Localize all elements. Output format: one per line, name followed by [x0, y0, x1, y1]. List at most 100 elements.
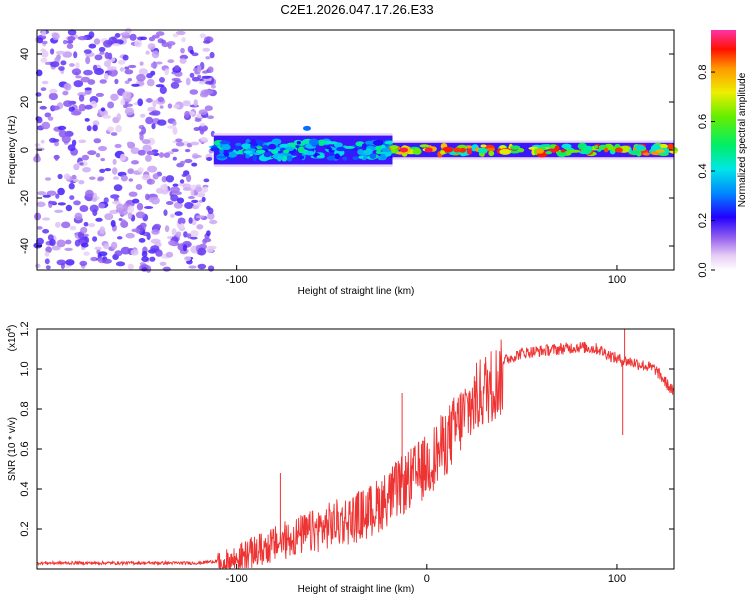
- noise-cell: [98, 203, 106, 209]
- noise-cell: [147, 43, 156, 50]
- noise-cell: [160, 184, 168, 191]
- noise-cell: [74, 212, 83, 221]
- noise-cell: [132, 198, 140, 204]
- noise-cell: [36, 116, 43, 124]
- colorbar-scale: [711, 30, 736, 270]
- band-cell: [568, 149, 581, 153]
- noise-cell: [146, 73, 153, 79]
- noise-cell: [37, 191, 47, 196]
- noise-cell: [141, 126, 147, 135]
- noise-cell: [83, 251, 90, 256]
- noise-cell: [136, 202, 144, 211]
- noise-cell: [191, 162, 198, 167]
- band-cell: [210, 147, 220, 152]
- noise-cell: [121, 219, 127, 226]
- band-cell: [219, 140, 231, 145]
- noise-cell: [131, 160, 139, 165]
- noise-cell: [204, 105, 213, 111]
- noise-cell: [207, 115, 214, 119]
- noise-cell: [189, 236, 198, 240]
- band-cell: [535, 148, 545, 154]
- noise-cell: [171, 148, 179, 153]
- noise-cell: [116, 236, 123, 240]
- noise-cell: [144, 206, 154, 209]
- noise-cell: [111, 167, 118, 175]
- spectrogram-y-tick-label: -20: [19, 190, 31, 206]
- noise-cell: [179, 58, 187, 64]
- noise-cell: [103, 243, 110, 250]
- noise-cell: [92, 124, 98, 132]
- noise-cell: [135, 184, 143, 190]
- noise-cell: [35, 263, 41, 268]
- band-cell: [271, 149, 279, 155]
- snr-y-tick-label: 0.6: [19, 441, 31, 456]
- noise-cell: [69, 225, 77, 231]
- band-cell: [499, 148, 512, 155]
- band-cell: [252, 154, 257, 162]
- noise-cell: [165, 175, 175, 183]
- noise-cell: [36, 226, 43, 230]
- noise-cell: [116, 113, 122, 121]
- noise-cell: [173, 202, 183, 209]
- noise-cell: [163, 209, 168, 216]
- noise-cell: [68, 106, 76, 112]
- noise-cell: [40, 57, 48, 63]
- noise-cell: [78, 103, 87, 112]
- noise-cell: [190, 188, 195, 197]
- noise-cell: [54, 154, 59, 161]
- noise-cell: [120, 246, 131, 255]
- spectrogram-x-axis-label: Height of straight line (km): [298, 286, 415, 297]
- noise-cell: [206, 246, 214, 253]
- noise-cell: [73, 80, 84, 88]
- spectrogram-x-tick-label: 100: [608, 274, 626, 286]
- noise-cell: [66, 43, 74, 49]
- noise-cell: [103, 197, 109, 204]
- noise-cell: [208, 265, 215, 272]
- noise-cell: [125, 232, 135, 239]
- noise-cell: [94, 54, 103, 61]
- noise-cell: [141, 139, 151, 145]
- noise-cell: [97, 176, 105, 181]
- noise-cell: [172, 127, 178, 135]
- noise-cell: [99, 79, 107, 84]
- noise-cell: [83, 49, 92, 54]
- noise-cell: [107, 101, 115, 109]
- noise-cell: [171, 228, 177, 236]
- noise-cell: [95, 217, 103, 222]
- noise-cell: [170, 194, 179, 202]
- noise-cell: [120, 174, 128, 182]
- noise-cell: [192, 205, 199, 210]
- noise-cell: [79, 162, 84, 166]
- band-cell: [250, 139, 257, 146]
- noise-cell: [165, 201, 174, 205]
- noise-cell: [126, 141, 132, 147]
- band-cell: [343, 145, 355, 149]
- spectrogram-x-tick-label: -100: [226, 274, 248, 286]
- noise-cell: [115, 261, 126, 267]
- noise-cell: [86, 125, 92, 132]
- noise-cell: [157, 96, 165, 103]
- noise-cell: [139, 61, 144, 66]
- noise-cell: [172, 183, 179, 187]
- noise-cell: [57, 202, 66, 206]
- noise-cell: [94, 246, 102, 251]
- spectrogram-region-noise: [33, 27, 218, 273]
- noise-cell: [190, 230, 199, 238]
- noise-cell: [41, 40, 48, 45]
- noise-cell: [134, 39, 143, 48]
- noise-cell: [174, 211, 183, 216]
- noise-cell: [46, 190, 57, 196]
- noise-cell: [88, 43, 97, 49]
- noise-cell: [70, 110, 81, 116]
- noise-cell: [197, 247, 207, 256]
- noise-cell: [170, 213, 175, 218]
- noise-cell: [184, 256, 192, 262]
- colorbar-tick-label: 0.2: [697, 213, 709, 228]
- noise-cell: [84, 104, 93, 110]
- noise-cell: [107, 126, 115, 132]
- snr-marks: [36, 329, 675, 569]
- noise-cell: [99, 51, 105, 55]
- noise-cell: [88, 223, 96, 228]
- noise-cell: [145, 193, 150, 201]
- noise-cell: [104, 52, 110, 59]
